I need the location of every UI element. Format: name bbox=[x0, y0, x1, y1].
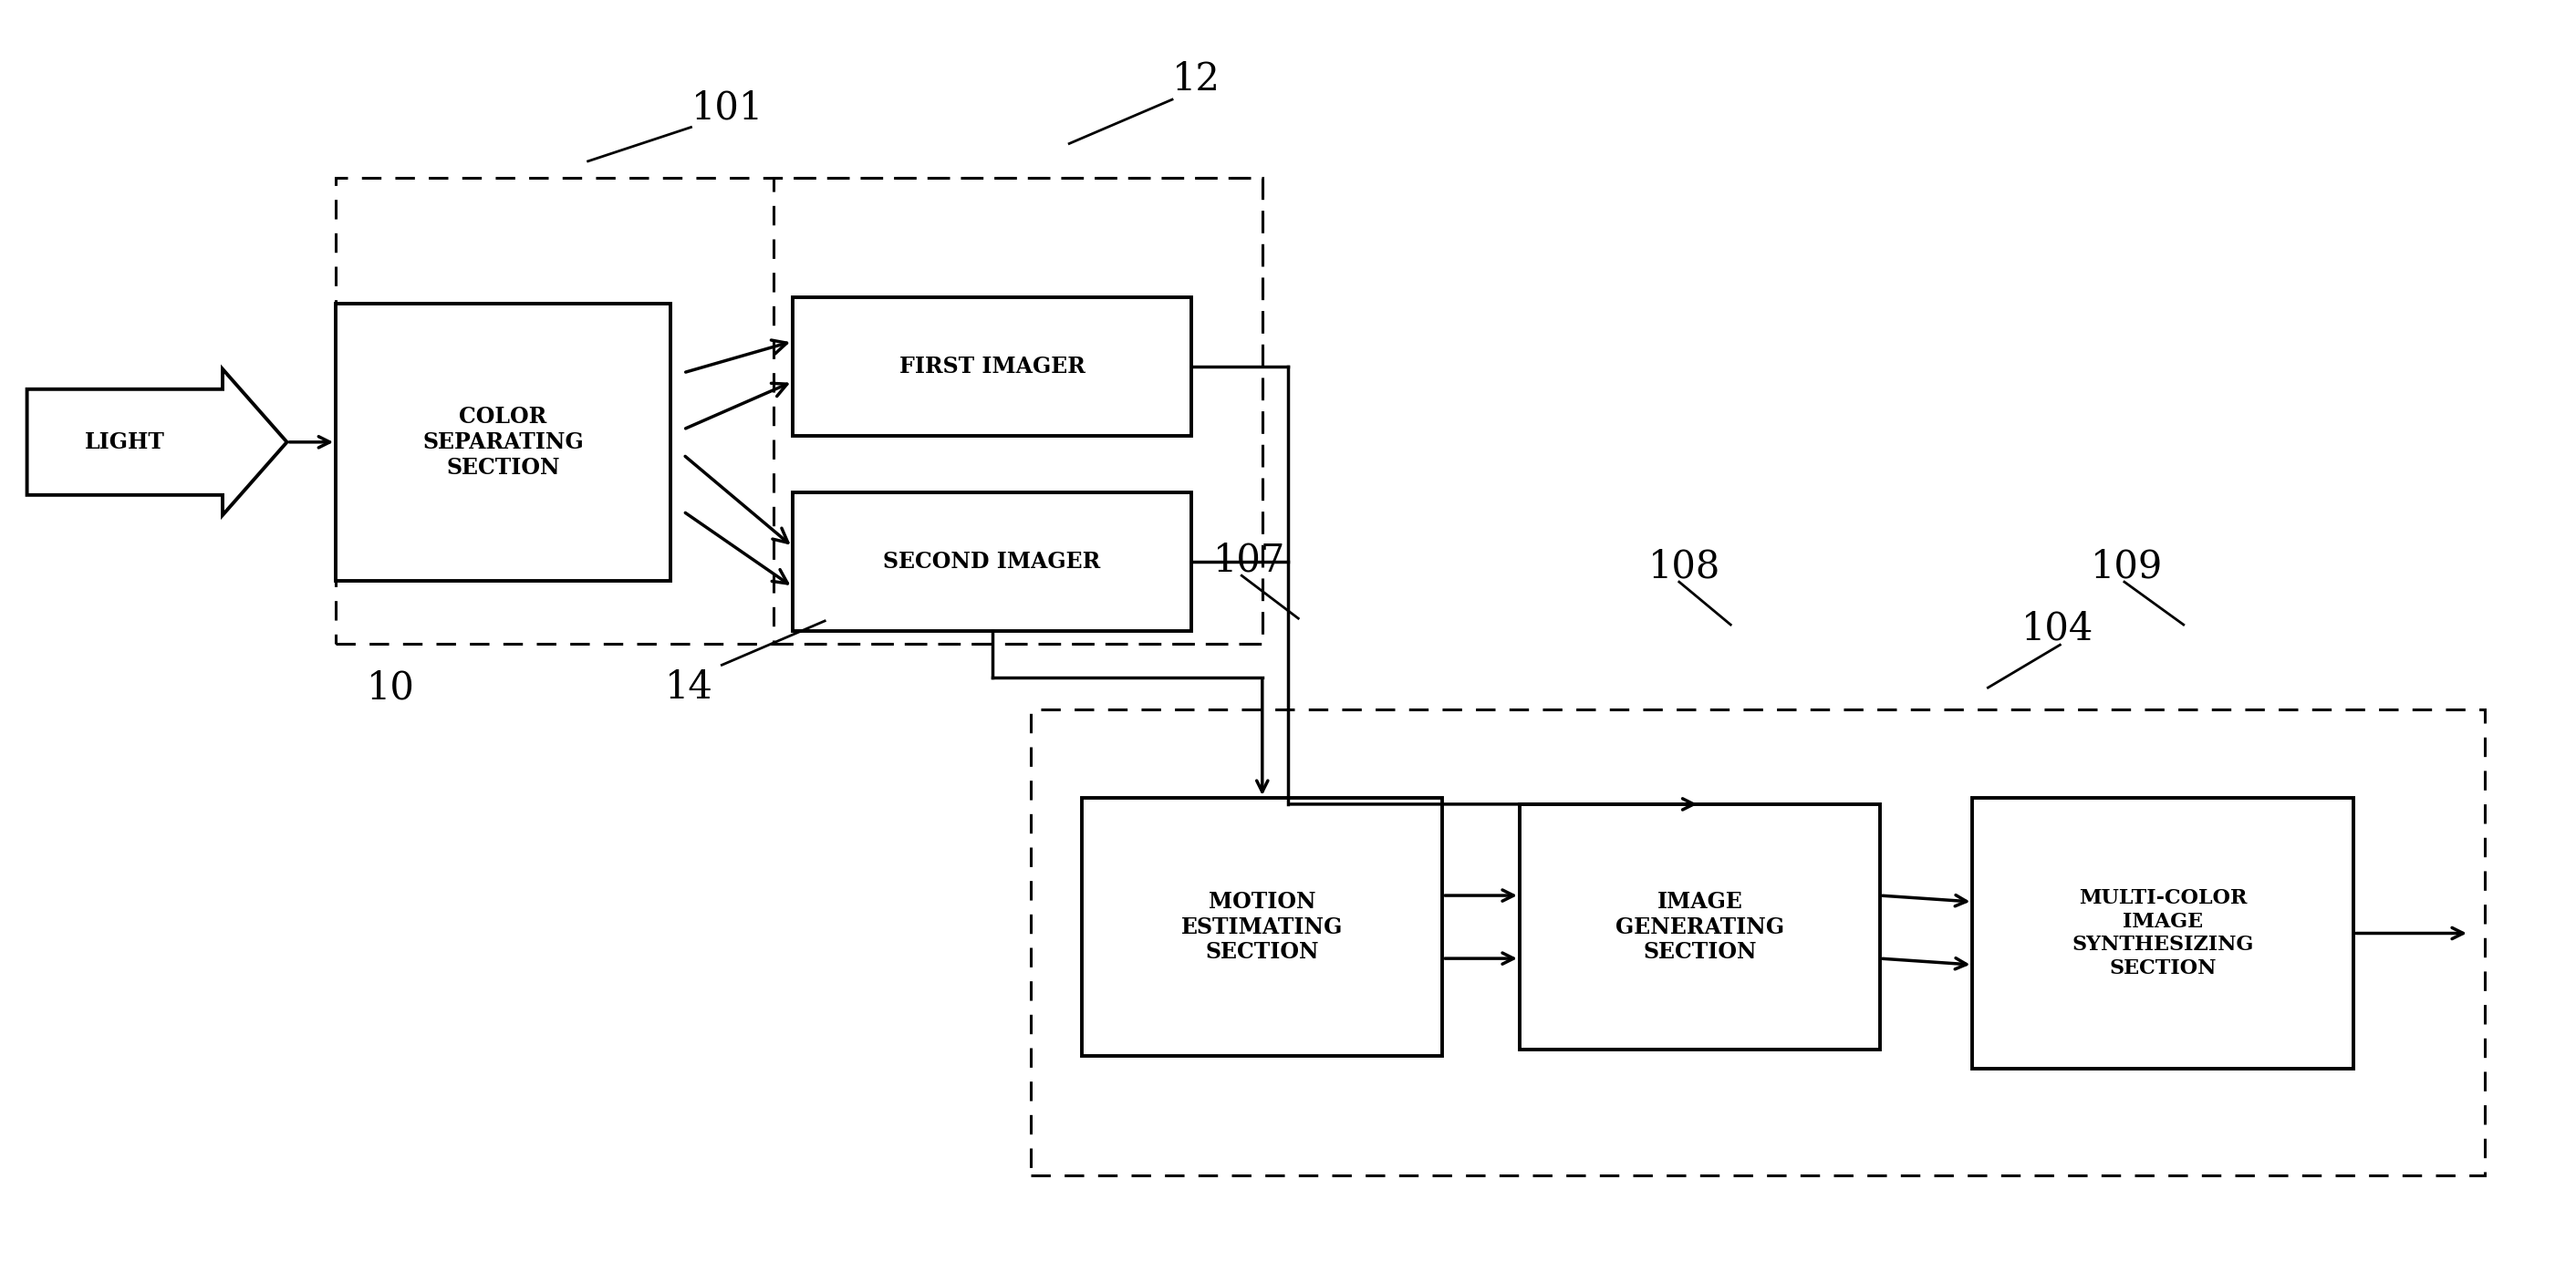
Text: IMAGE
GENERATING
SECTION: IMAGE GENERATING SECTION bbox=[1615, 891, 1785, 963]
Bar bbox=[335, 178, 1262, 644]
Bar bbox=[1082, 798, 1443, 1056]
Text: 10: 10 bbox=[366, 669, 415, 707]
Text: 101: 101 bbox=[690, 90, 762, 127]
Bar bbox=[773, 178, 1262, 644]
Text: FIRST IMAGER: FIRST IMAGER bbox=[899, 356, 1084, 377]
Bar bbox=[335, 304, 670, 581]
Bar bbox=[1520, 804, 1880, 1050]
Text: 109: 109 bbox=[2092, 548, 2164, 586]
Bar bbox=[1030, 709, 2486, 1175]
Bar bbox=[1973, 798, 2354, 1069]
Text: SECOND IMAGER: SECOND IMAGER bbox=[884, 550, 1100, 573]
Text: MULTI-COLOR
IMAGE
SYNTHESIZING
SECTION: MULTI-COLOR IMAGE SYNTHESIZING SECTION bbox=[2071, 888, 2254, 978]
Bar bbox=[793, 298, 1193, 435]
Text: MOTION
ESTIMATING
SECTION: MOTION ESTIMATING SECTION bbox=[1182, 891, 1342, 963]
Text: 12: 12 bbox=[1172, 61, 1221, 98]
Bar bbox=[793, 492, 1193, 631]
Text: LIGHT: LIGHT bbox=[85, 432, 165, 453]
Text: 108: 108 bbox=[1649, 548, 1721, 586]
Text: 107: 107 bbox=[1213, 541, 1285, 579]
Text: 104: 104 bbox=[2022, 610, 2094, 647]
Text: 14: 14 bbox=[665, 669, 714, 707]
Text: COLOR
SEPARATING
SECTION: COLOR SEPARATING SECTION bbox=[422, 406, 585, 478]
